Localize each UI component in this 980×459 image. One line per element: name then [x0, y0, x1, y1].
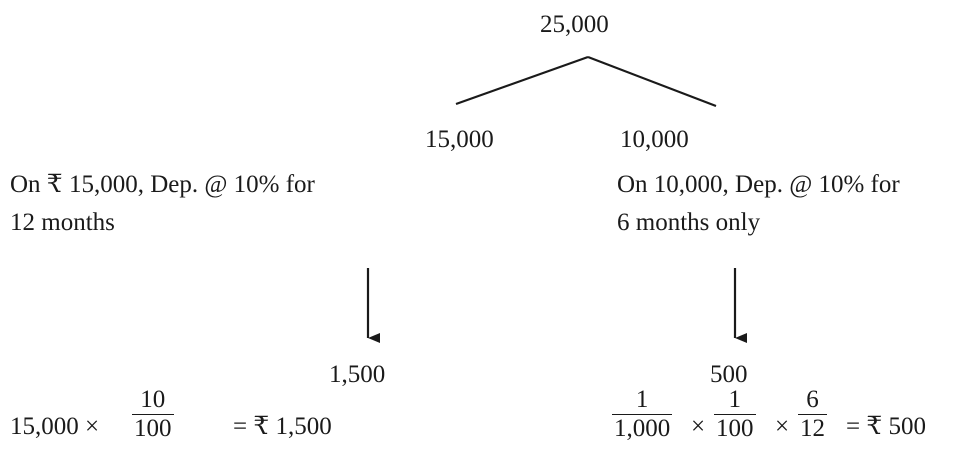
right-fraction-1-numerator: 1 — [635, 386, 649, 413]
left-result: 1,500 — [329, 361, 386, 388]
right-fraction-3-numerator: 6 — [806, 386, 819, 413]
root-amount: 25,000 — [540, 11, 609, 38]
left-calc-result: = ₹ 1,500 — [233, 413, 332, 440]
right-fraction-1-denominator: 1,000 — [614, 415, 671, 442]
left-fraction-denominator: 100 — [134, 415, 172, 442]
right-calc-result: = ₹ 500 — [846, 413, 927, 440]
left-fraction-bar — [132, 414, 174, 415]
left-description-line1: On ₹ 15,000, Dep. @ 10% for — [10, 171, 315, 198]
right-fraction-3-bar — [798, 414, 827, 415]
right-branch-amount: 10,000 — [620, 126, 689, 153]
right-fraction-1-bar — [612, 414, 673, 415]
left-fraction-numerator: 10 — [140, 386, 166, 413]
left-description-line2: 12 months — [10, 209, 115, 236]
right-description-line1: On 10,000, Dep. @ 10% for — [617, 171, 900, 198]
right-fraction-2: 1 100 — [714, 387, 756, 442]
right-times-1: × — [691, 413, 706, 440]
right-fraction-3: 6 12 — [798, 387, 827, 442]
right-fraction-2-bar — [714, 414, 756, 415]
branch-line-right — [587, 55, 717, 108]
right-fraction-2-numerator: 1 — [728, 386, 742, 413]
left-fraction: 10 100 — [132, 387, 174, 442]
left-calc-prefix: 15,000 × — [10, 413, 100, 440]
right-times-2: × — [775, 413, 790, 440]
branch-line-left — [455, 55, 589, 106]
right-fraction-3-denominator: 12 — [800, 415, 825, 442]
right-result: 500 — [710, 361, 748, 388]
right-description-line2: 6 months only — [617, 209, 761, 236]
right-fraction-1: 1 1,000 — [612, 386, 673, 442]
right-fraction-2-denominator: 100 — [716, 415, 754, 442]
left-branch-amount: 15,000 — [425, 126, 494, 153]
